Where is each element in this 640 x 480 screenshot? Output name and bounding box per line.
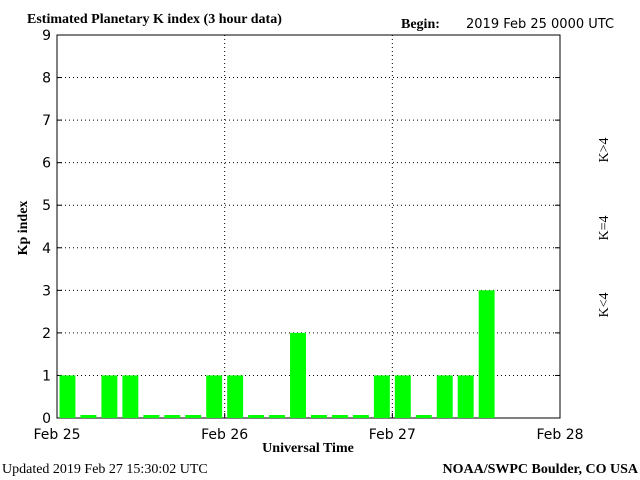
bar — [80, 415, 97, 418]
y-tick-label: 3 — [42, 283, 51, 299]
bar — [248, 415, 265, 418]
y-tick-label: 9 — [42, 28, 51, 44]
x-tick-label: Feb 28 — [536, 427, 583, 443]
bar — [227, 375, 244, 418]
chart-title: Estimated Planetary K index (3 hour data… — [27, 12, 282, 27]
y-tick-label: 7 — [42, 113, 51, 129]
bar — [394, 375, 411, 418]
x-tick-label: Feb 26 — [201, 427, 248, 443]
bar — [290, 332, 306, 418]
bar — [269, 415, 286, 418]
x-axis-label: Universal Time — [262, 441, 354, 456]
bar — [415, 415, 432, 418]
bar — [436, 375, 453, 418]
bar — [101, 375, 118, 418]
y-tick-label: 1 — [42, 368, 51, 384]
y-axis-label: Kp index — [16, 201, 31, 256]
y-tick-label: 5 — [42, 198, 51, 214]
bar — [185, 415, 202, 418]
begin-date: 2019 Feb 25 0000 UTC — [466, 17, 614, 32]
bar — [311, 415, 327, 418]
legend-label: K=4 — [597, 215, 612, 240]
y-tick-label: 2 — [42, 326, 51, 342]
bar — [352, 415, 369, 418]
source: NOAA/SWPC Boulder, CO USA — [442, 462, 638, 477]
plot-frame — [56, 34, 561, 419]
bar — [331, 415, 348, 418]
legend-label: K>4 — [597, 137, 612, 162]
y-tick-label: 4 — [42, 241, 51, 257]
bar — [122, 375, 139, 418]
y-tick-label: 8 — [42, 71, 51, 87]
begin-label: Begin: — [401, 17, 440, 32]
bar — [164, 415, 181, 418]
updated: Updated 2019 Feb 27 15:30:02 UTC — [2, 462, 208, 477]
legend-label: K<4 — [597, 292, 612, 317]
y-tick-label: 0 — [42, 411, 51, 427]
bar — [59, 375, 76, 418]
y-tick-label: 6 — [42, 156, 51, 172]
bar — [373, 375, 390, 418]
bar — [143, 415, 160, 418]
bar — [457, 375, 474, 418]
bar — [478, 290, 495, 418]
x-tick-label: Feb 27 — [369, 427, 416, 443]
x-tick-label: Feb 25 — [33, 427, 80, 443]
bar — [206, 375, 223, 418]
